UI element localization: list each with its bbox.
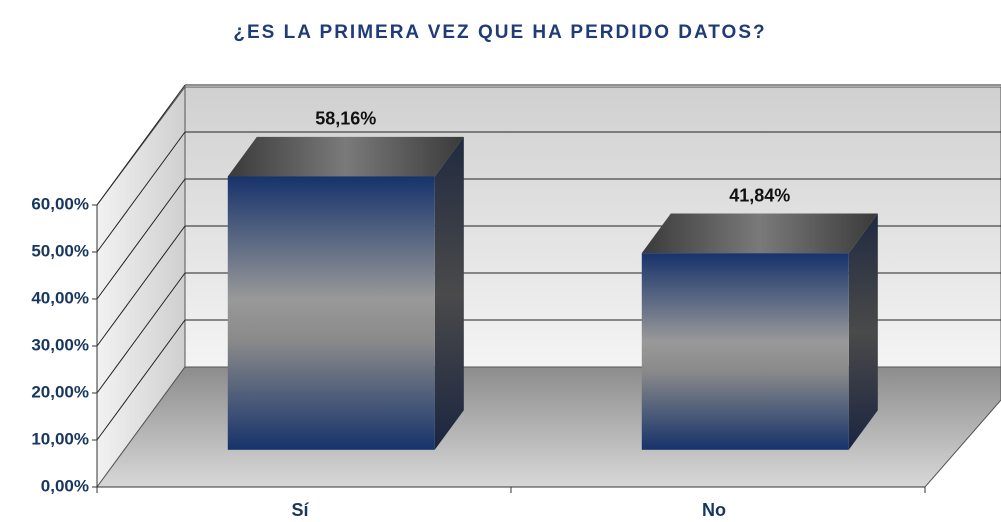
y-tick-label: 10,00% [31, 429, 89, 448]
bar [227, 176, 435, 450]
grid-line [96, 84, 186, 206]
data-label: 58,16% [315, 109, 376, 129]
x-tick-label: No [702, 500, 726, 520]
bar-top [641, 213, 878, 254]
grid-line [96, 319, 186, 441]
grid-line [96, 272, 186, 394]
bar-side [434, 136, 464, 450]
y-tick-label: 40,00% [31, 288, 89, 307]
bar-top [227, 136, 464, 177]
chart-title: ¿ES LA PRIMERA VEZ QUE HA PERDIDO DATOS? [233, 22, 766, 43]
grid-line [96, 178, 186, 300]
y-tick-label: 60,00% [31, 194, 89, 213]
y-tick-label: 30,00% [31, 335, 89, 354]
y-tick-label: 20,00% [31, 382, 89, 401]
data-label: 41,84% [729, 185, 790, 205]
y-tick-label: 50,00% [31, 241, 89, 260]
bar-side [848, 213, 878, 450]
bar [641, 253, 849, 450]
grid-line [96, 131, 186, 253]
grid-line [96, 225, 186, 347]
y-tick-label: 0,00% [41, 476, 89, 495]
x-tick-label: Sí [291, 500, 309, 520]
